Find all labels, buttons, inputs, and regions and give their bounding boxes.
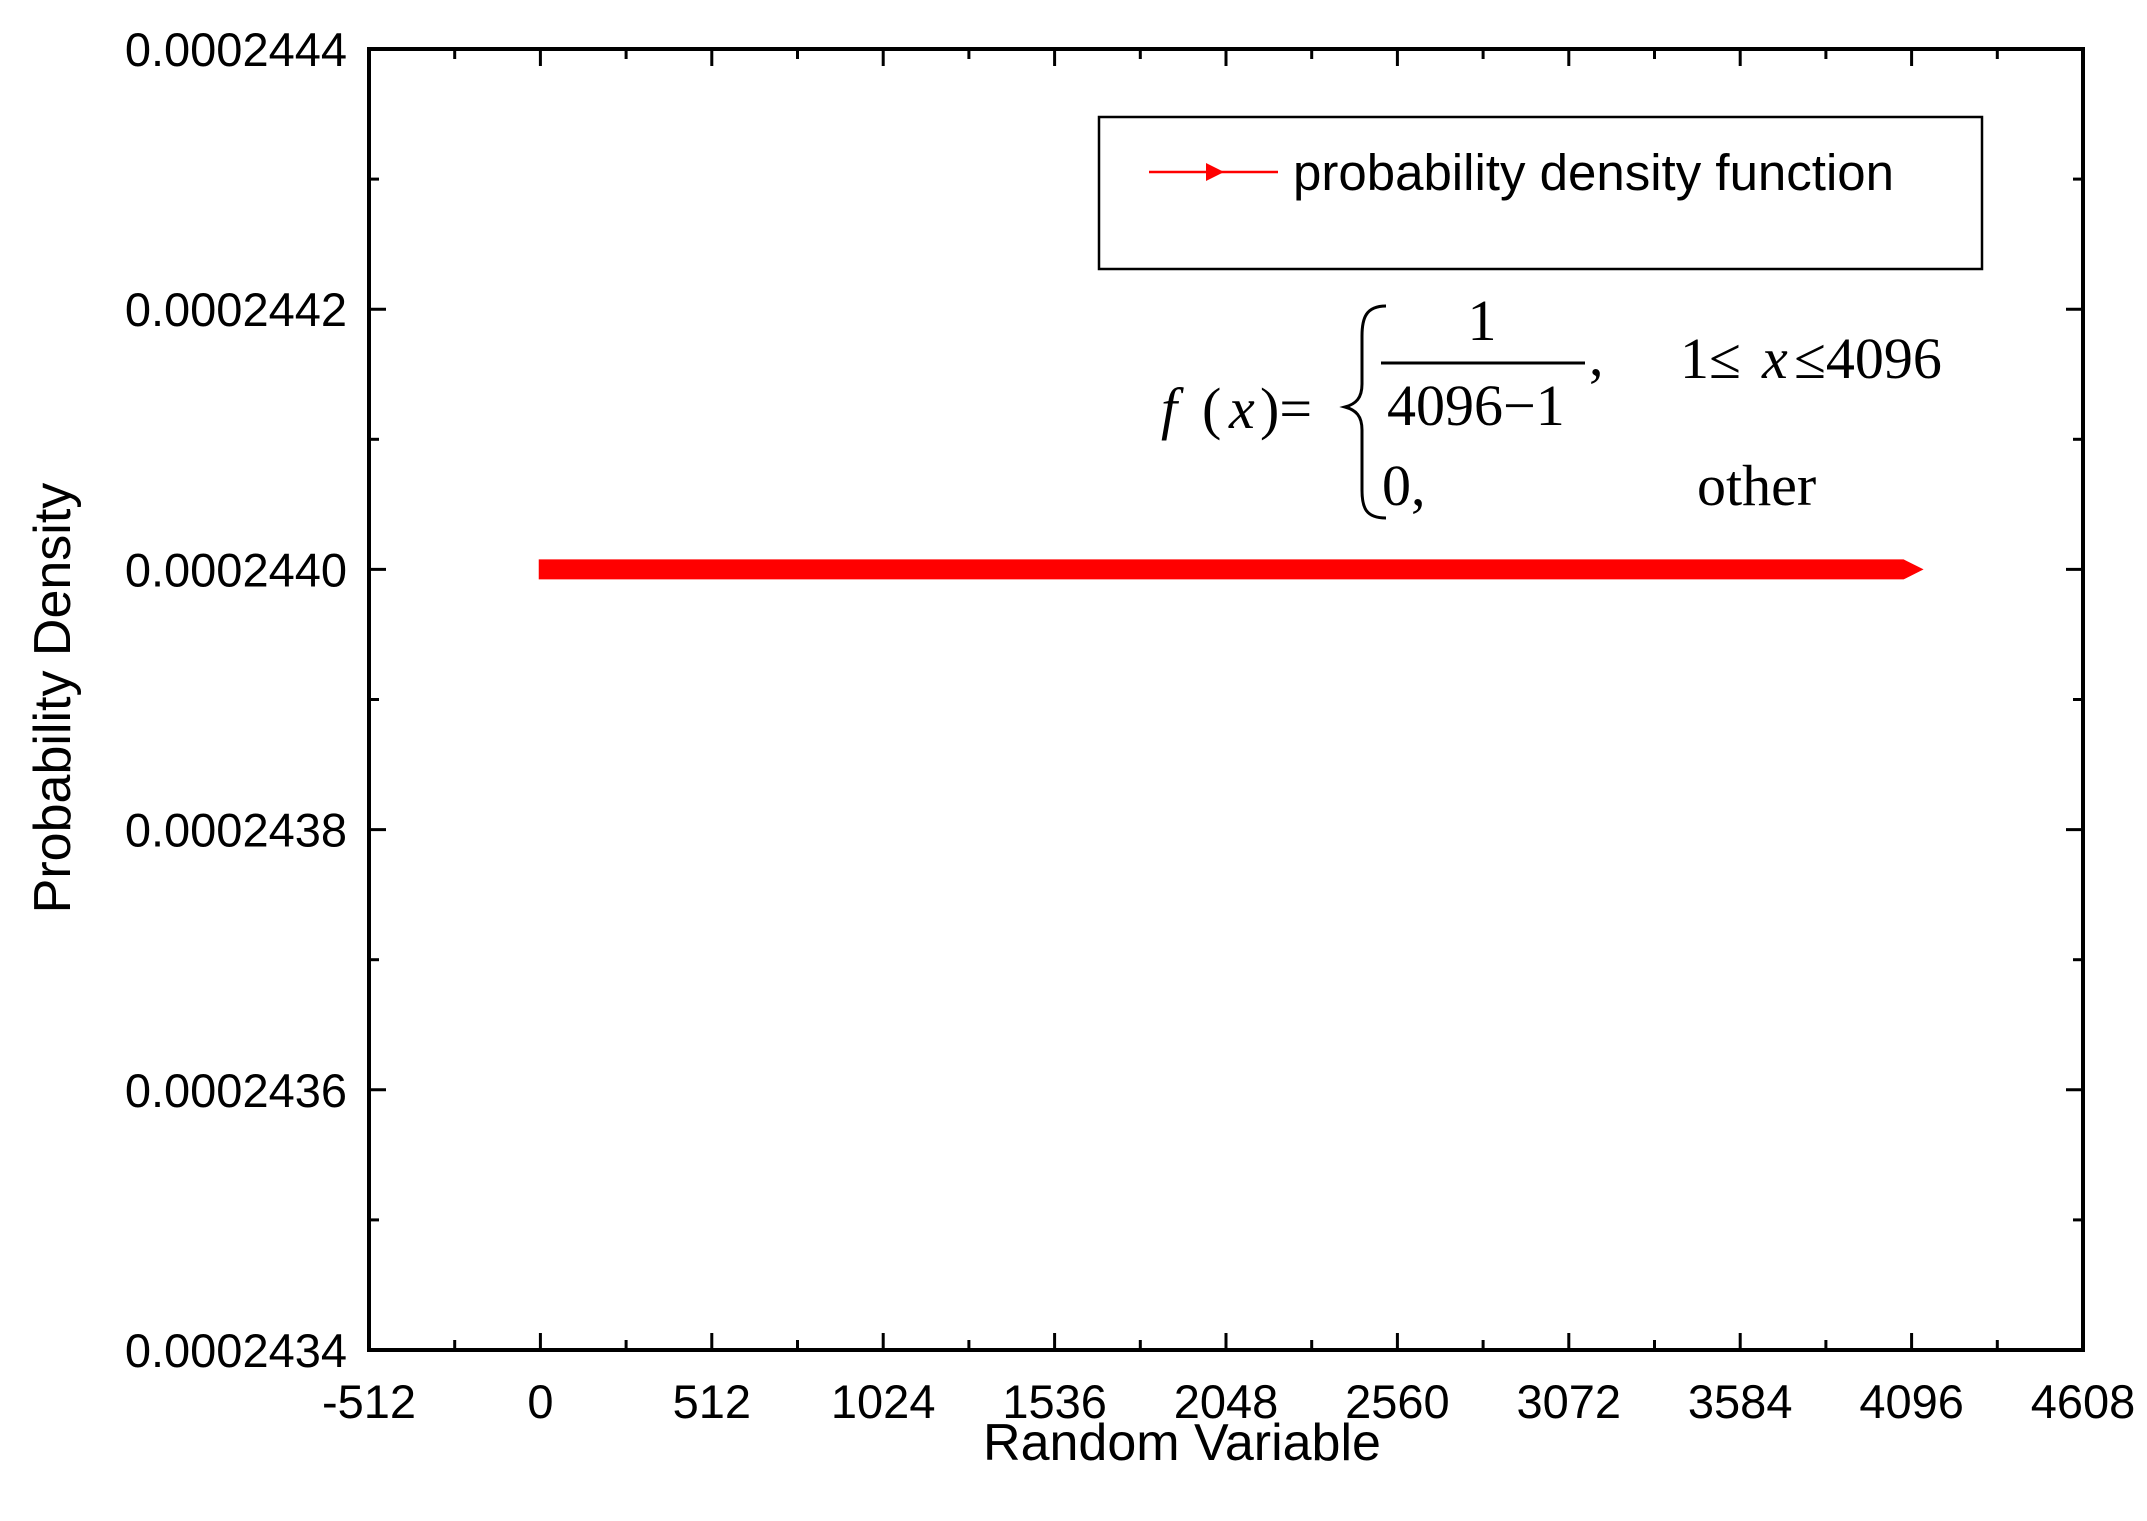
x-tick-label: -512 — [322, 1375, 416, 1428]
formula-comma: , — [1589, 323, 1604, 388]
formula-denominator: 4096−1 — [1387, 373, 1565, 438]
x-tick-label: 1536 — [1002, 1375, 1107, 1428]
formula-open-paren: ( — [1202, 376, 1221, 441]
tick-labels: -512 0 512 1024 1536 2048 2560 3072 3584 4096 4608… — [125, 23, 2135, 1428]
legend-marker — [1206, 163, 1224, 181]
formula-other: other — [1697, 453, 1816, 518]
formula-condition-x: x — [1761, 326, 1788, 391]
formula-x: x — [1228, 376, 1255, 441]
plot-frame — [367, 47, 2085, 1352]
y-axis-label: Probability Density — [24, 483, 82, 914]
x-tick-label: 3584 — [1688, 1375, 1793, 1428]
x-tick-label: 512 — [673, 1375, 751, 1428]
x-tick-label: 3072 — [1517, 1375, 1622, 1428]
series-layer — [538, 559, 1924, 580]
formula-brace — [1339, 304, 1387, 520]
formula-zero: 0, — [1382, 453, 1426, 518]
formula-condition-end: ≤4096 — [1794, 326, 1942, 391]
y-tick-label: 0.0002436 — [125, 1064, 347, 1117]
x-tick-label: 4608 — [2031, 1375, 2136, 1428]
y-tick-label: 0.0002442 — [125, 283, 347, 336]
x-tick-label: 0 — [527, 1375, 553, 1428]
pdf-line — [538, 559, 1924, 580]
legend-label: probability density function — [1293, 144, 1894, 201]
formula-close-equals: )= — [1260, 376, 1312, 441]
y-tick-label: 0.0002440 — [125, 543, 347, 596]
formula-annotation: f ( x )= 1 4096−1 , 1≤ x ≤4096 0, other — [1161, 288, 1942, 520]
formula-numerator: 1 — [1468, 288, 1497, 353]
y-tick-label: 0.0002438 — [125, 804, 347, 857]
y-tick-label: 0.0002444 — [125, 23, 347, 76]
y-tick-label: 0.0002434 — [125, 1324, 347, 1377]
x-axis-label: Random Variable — [983, 1414, 1381, 1472]
x-tick-label: 1024 — [831, 1375, 936, 1428]
x-tick-label: 2560 — [1345, 1375, 1450, 1428]
x-tick-label: 2048 — [1174, 1375, 1279, 1428]
formula-condition-start: 1≤ — [1680, 326, 1741, 391]
x-tick-label: 4096 — [1859, 1375, 1964, 1428]
legend-box — [1097, 115, 1984, 271]
legend: probability density function — [1097, 115, 1984, 271]
